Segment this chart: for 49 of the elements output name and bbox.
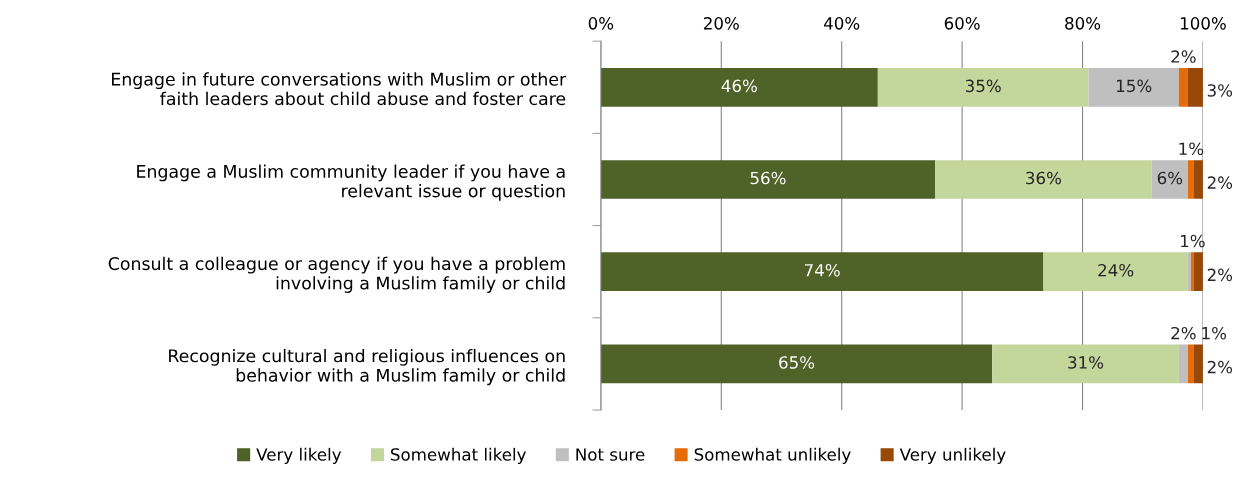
data-label: 1% xyxy=(1179,142,1204,156)
x-tick-label: 20% xyxy=(703,17,739,30)
bar xyxy=(992,344,1179,384)
bar xyxy=(600,252,1044,292)
data-label: 1% xyxy=(1202,326,1227,340)
legend-label: Somewhat unlikely xyxy=(694,447,851,464)
bar xyxy=(877,67,1089,107)
data-label: 6% xyxy=(1157,171,1183,185)
data-label: 24% xyxy=(1098,263,1134,277)
data-label: 35% xyxy=(965,79,1001,93)
legend-label: Not sure xyxy=(576,448,645,461)
x-tick-label: 40% xyxy=(823,17,860,30)
data-label: 2% xyxy=(1207,268,1233,282)
bar xyxy=(1187,344,1194,384)
bar xyxy=(600,344,993,384)
x-tick-label: 0% xyxy=(588,17,614,30)
data-label: 2% xyxy=(1171,326,1196,340)
bar xyxy=(600,160,936,199)
legend-label: Very unlikely xyxy=(899,447,1006,464)
bar xyxy=(1151,160,1188,199)
bar xyxy=(935,160,1152,199)
bar xyxy=(1187,67,1203,107)
data-label: 46% xyxy=(721,79,757,93)
y-tick-label: Recognize cultural and religious influences on behavior with a Muslim family or child xyxy=(169,348,565,386)
y-tick-label: Engage in future conversations with Muslim or other faith leaders about child abuse and foster care xyxy=(112,72,567,106)
y-tick-label: Consult a colleague or agency if you have a problem involving a Muslim family or child xyxy=(108,256,565,293)
bar xyxy=(600,67,878,107)
data-label: 15% xyxy=(1117,79,1152,93)
x-tick-label: 60% xyxy=(944,17,980,30)
bar xyxy=(1178,344,1188,384)
data-label: 2% xyxy=(1207,176,1233,189)
x-tick-label: 100% xyxy=(1180,17,1226,30)
data-label: 2% xyxy=(1171,50,1196,63)
legend-label: Somewhat likely xyxy=(391,447,526,464)
bar xyxy=(1088,67,1179,107)
data-label: 56% xyxy=(750,171,786,185)
bar xyxy=(1187,160,1194,199)
data-label: 1% xyxy=(1181,234,1205,248)
data-label: 2% xyxy=(1207,360,1233,374)
bar xyxy=(1043,252,1188,292)
legend-label: Very likely xyxy=(256,447,342,464)
data-label: 65% xyxy=(779,356,815,369)
data-label: 36% xyxy=(1026,171,1061,185)
bar xyxy=(1178,67,1188,107)
data-label: 31% xyxy=(1068,356,1104,369)
y-tick-label: Engage a Muslim community leader if you have a relevant issue or question xyxy=(137,164,565,201)
x-tick-label: 80% xyxy=(1065,17,1101,30)
data-label: 74% xyxy=(804,263,840,277)
data-label: 3% xyxy=(1207,84,1233,97)
